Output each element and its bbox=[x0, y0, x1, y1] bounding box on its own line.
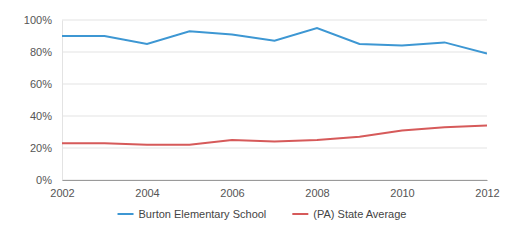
series-line bbox=[62, 28, 487, 54]
y-tick: 40% bbox=[30, 110, 62, 122]
grid-line bbox=[62, 148, 487, 149]
chart: 0%20%40%60%80%100%2002200420062008201020… bbox=[0, 0, 524, 230]
x-tick: 2006 bbox=[220, 180, 244, 199]
series-line bbox=[62, 126, 487, 145]
y-tick: 80% bbox=[30, 46, 62, 58]
y-tick: 100% bbox=[24, 14, 62, 26]
grid bbox=[62, 20, 487, 180]
x-tick: 2010 bbox=[390, 180, 414, 199]
legend-swatch bbox=[292, 213, 308, 215]
grid-line bbox=[62, 116, 487, 117]
y-tick-label: 80% bbox=[30, 46, 52, 58]
y-tick-label: 20% bbox=[30, 142, 52, 154]
x-tick-label: 2012 bbox=[475, 187, 499, 199]
legend-swatch bbox=[118, 213, 134, 215]
x-tick: 2002 bbox=[50, 180, 74, 199]
grid-line bbox=[62, 52, 487, 53]
x-tick: 2008 bbox=[305, 180, 329, 199]
legend-label: (PA) State Average bbox=[313, 208, 406, 220]
legend-item: Burton Elementary School bbox=[118, 208, 267, 220]
y-tick-label: 0% bbox=[36, 174, 52, 186]
y-tick: 20% bbox=[30, 142, 62, 154]
x-tick-label: 2002 bbox=[50, 187, 74, 199]
grid-line bbox=[62, 180, 487, 181]
x-tick-label: 2010 bbox=[390, 187, 414, 199]
grid-line bbox=[62, 84, 487, 85]
grid-line bbox=[62, 20, 487, 21]
legend-item: (PA) State Average bbox=[292, 208, 406, 220]
legend: Burton Elementary School (PA) State Avera… bbox=[118, 208, 407, 220]
x-tick-label: 2008 bbox=[305, 187, 329, 199]
y-axis-line bbox=[62, 21, 63, 181]
x-axis: 2002 2004 2006 2008 2010 2012 bbox=[50, 180, 499, 199]
y-tick: 0% bbox=[36, 174, 62, 186]
y-tick: 60% bbox=[30, 78, 62, 90]
x-tick: 2004 bbox=[135, 180, 159, 199]
legend-label: Burton Elementary School bbox=[139, 208, 267, 220]
x-axis-line bbox=[63, 180, 488, 181]
y-tick-label: 60% bbox=[30, 78, 52, 90]
plot-area bbox=[62, 28, 487, 145]
x-tick-label: 2006 bbox=[220, 187, 244, 199]
y-tick-label: 40% bbox=[30, 110, 52, 122]
y-tick-label: 100% bbox=[24, 14, 52, 26]
x-tick: 2012 bbox=[475, 180, 499, 199]
x-tick-label: 2004 bbox=[135, 187, 159, 199]
y-axis: 0% 20% 40% 60% 80% 100% bbox=[24, 14, 63, 186]
